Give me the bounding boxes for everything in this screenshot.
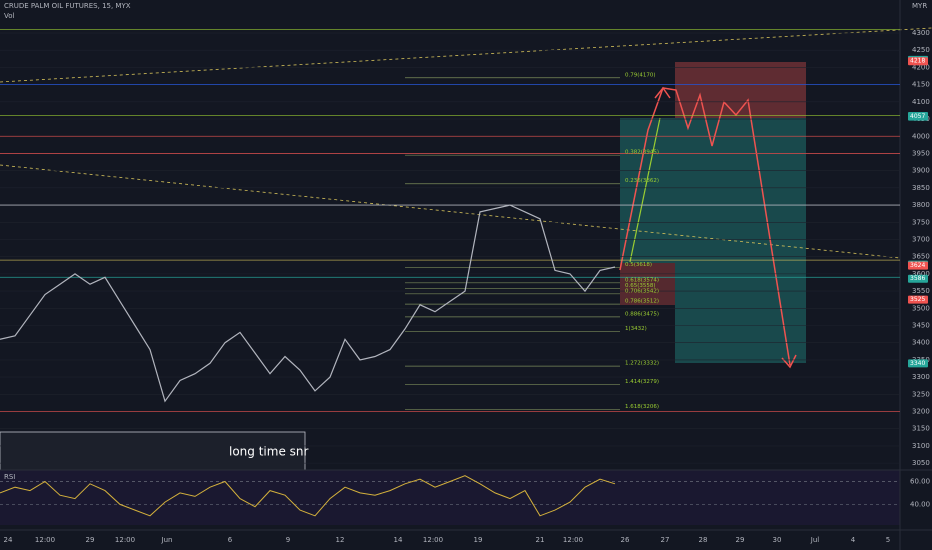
y-tick-label: 3850 <box>912 184 930 192</box>
x-tick-label: 6 <box>228 536 233 544</box>
y-tick-label: 3800 <box>912 201 930 209</box>
fib-label: 1.272(3332) <box>625 361 659 367</box>
price-tag-label: 3340 <box>910 360 925 367</box>
rsi-panel <box>0 470 900 525</box>
price-tag-label: 4218 <box>910 58 925 65</box>
x-tick-label: Jun <box>161 536 173 544</box>
x-tick-label: 29 <box>86 536 95 544</box>
y-tick-label: 3400 <box>912 339 930 347</box>
price-tag-label: 3586 <box>910 275 925 282</box>
fib-label: 0.618(3574) <box>625 277 659 283</box>
y-tick-label: 3900 <box>912 167 930 175</box>
x-tick-label: 28 <box>699 536 708 544</box>
y-tick-label: 3500 <box>912 304 930 312</box>
x-tick-label: 14 <box>394 536 403 544</box>
x-tick-label: 30 <box>773 536 782 544</box>
y-tick-label: 3250 <box>912 390 930 398</box>
long-position-profit <box>620 118 675 263</box>
short-position-profit <box>675 118 806 363</box>
rsi-tick-label: 60.00 <box>910 477 930 485</box>
fib-label: 0.886(3475) <box>625 311 659 317</box>
rsi-tick-label: 40.00 <box>910 500 930 508</box>
x-tick-label: 12:00 <box>115 536 135 544</box>
y-tick-label: 3150 <box>912 425 930 433</box>
fib-label: 0.65(3558) <box>625 283 656 289</box>
y-tick-label: 4000 <box>912 132 930 140</box>
y-tick-label: 3050 <box>912 459 930 467</box>
trend-line <box>0 164 901 259</box>
y-tick-label: 3600 <box>912 270 930 278</box>
fib-label: 0.5(3618) <box>625 262 652 268</box>
y-tick-label: 3100 <box>912 442 930 450</box>
y-tick-label: 3200 <box>912 408 930 416</box>
x-tick-label: 9 <box>286 536 290 544</box>
fib-label: 1(3432) <box>625 326 647 332</box>
price-tag <box>908 359 928 368</box>
volume-label: Vol <box>4 12 15 20</box>
projection-arrow <box>629 117 661 263</box>
price-tag-label: 3525 <box>910 296 925 303</box>
price-tag <box>908 274 928 283</box>
y-tick-label: 3950 <box>912 149 930 157</box>
x-tick-label: 12 <box>336 536 345 544</box>
x-tick-label: 26 <box>621 536 630 544</box>
long-position-loss <box>620 263 675 305</box>
fib-label: 0.236(3862) <box>625 178 659 184</box>
y-tick-label: 4150 <box>912 81 930 89</box>
x-tick-label: 4 <box>851 536 856 544</box>
annotation: long time snr <box>229 445 308 459</box>
y-tick-label: 3700 <box>912 235 930 243</box>
x-tick-label: 12:00 <box>563 536 583 544</box>
fib-label: 0.79(4170) <box>625 72 656 78</box>
price-tag <box>908 295 928 304</box>
x-tick-label: 12:00 <box>35 536 55 544</box>
fib-label: 0.786(3512) <box>625 299 659 305</box>
rsi-label: RSI <box>4 473 15 481</box>
fib-label: 0.706(3542) <box>625 288 659 294</box>
x-tick-label: 19 <box>474 536 483 544</box>
x-tick-label: 21 <box>536 536 545 544</box>
price-tag <box>908 57 928 66</box>
y-tick-label: 3550 <box>912 287 930 295</box>
arrow-head <box>654 86 671 99</box>
price-tag <box>908 112 928 121</box>
x-tick-label: 29 <box>736 536 745 544</box>
price-tag-label: 4057 <box>910 113 925 120</box>
x-tick-label: 12:00 <box>423 536 443 544</box>
y-tick-label: 3300 <box>912 373 930 381</box>
y-tick-label: 3650 <box>912 253 930 261</box>
price-tag <box>908 261 928 270</box>
fib-label: 1.618(3206) <box>625 404 659 410</box>
y-tick-label: 3750 <box>912 218 930 226</box>
x-tick-label: 24 <box>4 536 13 544</box>
fib-label: 1.414(3279) <box>625 379 659 385</box>
x-tick-label: Jul <box>810 536 820 544</box>
y-tick-label: 4100 <box>912 98 930 106</box>
price-tag-label: 3624 <box>910 262 925 269</box>
y-tick-label: 4300 <box>912 29 930 37</box>
y-tick-label: 4200 <box>912 63 930 71</box>
currency: MYR <box>912 2 927 10</box>
price-line <box>0 204 616 403</box>
y-tick-label: 4250 <box>912 46 930 54</box>
fib-label: 0.382(3945) <box>625 150 659 156</box>
y-tick-label: 3450 <box>912 321 930 329</box>
chart-title: CRUDE PALM OIL FUTURES, 15, MYX <box>4 2 131 10</box>
rsi-line <box>0 475 616 517</box>
arrow-head <box>781 354 797 369</box>
x-tick-label: 27 <box>661 536 670 544</box>
x-tick-label: 5 <box>886 536 890 544</box>
